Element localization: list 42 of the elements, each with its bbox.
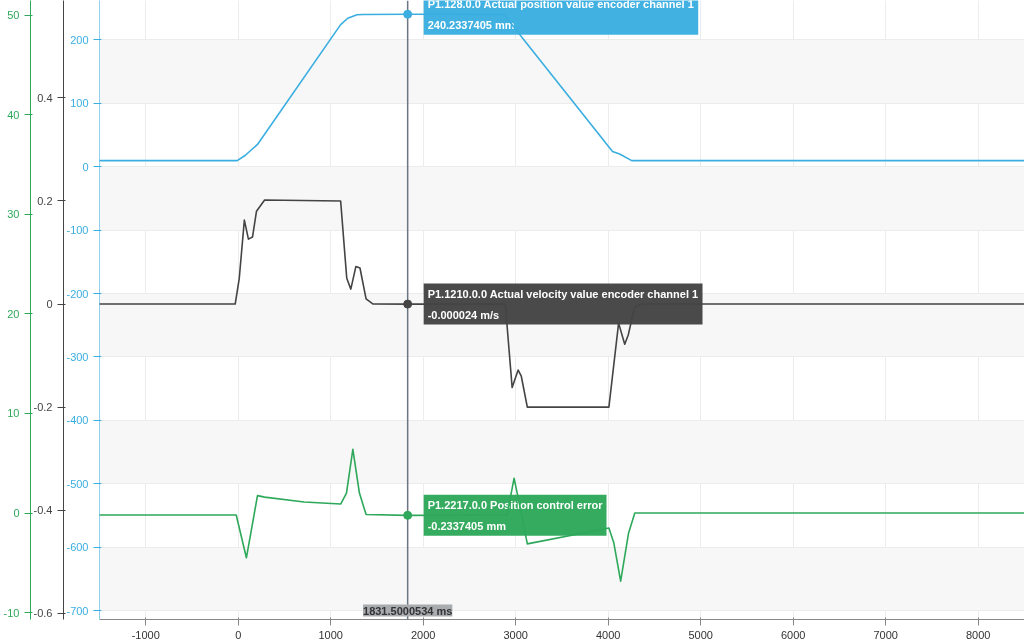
line-series <box>98 199 1024 408</box>
y-tick-label: -500 <box>66 477 89 490</box>
x-tick-label: -1000 <box>131 628 160 641</box>
series-label: P1.1210.0.0 Actual velocity value encoder channel 1 <box>427 287 699 300</box>
y3-tick-label: 0 <box>13 507 20 520</box>
y2-tick-label: 0 <box>46 298 53 311</box>
x-tick-label: 4000 <box>596 628 621 641</box>
y-tick-label: -300 <box>66 350 89 363</box>
y2-tick-label: 0.4 <box>37 91 53 104</box>
x-tick-label: 0 <box>235 628 242 641</box>
y3-tick-label: -10 <box>3 606 20 619</box>
y-tick-label: -100 <box>66 224 89 237</box>
y-tick-label: 200 <box>70 33 89 46</box>
ref-line-label: 1831.5000534 ms <box>363 604 453 617</box>
y-tick-label: -400 <box>66 414 89 427</box>
y2-tick-label: -0.2 <box>33 401 53 414</box>
x-tick-label: 3000 <box>503 628 528 641</box>
x-tick-label: 5000 <box>688 628 713 641</box>
y-tick-label: -600 <box>66 541 89 554</box>
x-tick-label: 7000 <box>873 628 898 641</box>
y-tick-label: 0 <box>82 160 89 173</box>
annotation: -0.2337405 mm <box>427 519 507 532</box>
y-tick-label: 100 <box>70 97 89 110</box>
y2-tick-label: -0.6 <box>33 607 53 620</box>
y3-tick-label: 20 <box>7 307 20 320</box>
line-series <box>98 448 1024 582</box>
x-tick-label: 1000 <box>318 628 343 641</box>
y3-tick-label: 50 <box>7 9 20 22</box>
y-tick-label: -700 <box>66 604 89 617</box>
series-label: P1.2217.0.0 Position control error <box>427 498 604 511</box>
series-label: P1.128.0.0 Actual position value encoder channel 1 <box>427 0 694 10</box>
y2-tick-label: -0.4 <box>33 504 53 517</box>
y3-tick-label: 10 <box>7 407 20 420</box>
x-tick-label: 8000 <box>966 628 991 641</box>
y3-tick-label: 30 <box>7 208 20 221</box>
y2-tick-label: 0.2 <box>37 194 53 207</box>
annotation: 240.2337405 mm <box>427 18 515 31</box>
x-tick-label: 2000 <box>411 628 436 641</box>
annotation: -0.000024 m/s <box>427 308 500 321</box>
x-tick-label: 6000 <box>781 628 806 641</box>
y-tick-label: -200 <box>66 287 89 300</box>
y3-tick-label: 40 <box>7 108 20 121</box>
